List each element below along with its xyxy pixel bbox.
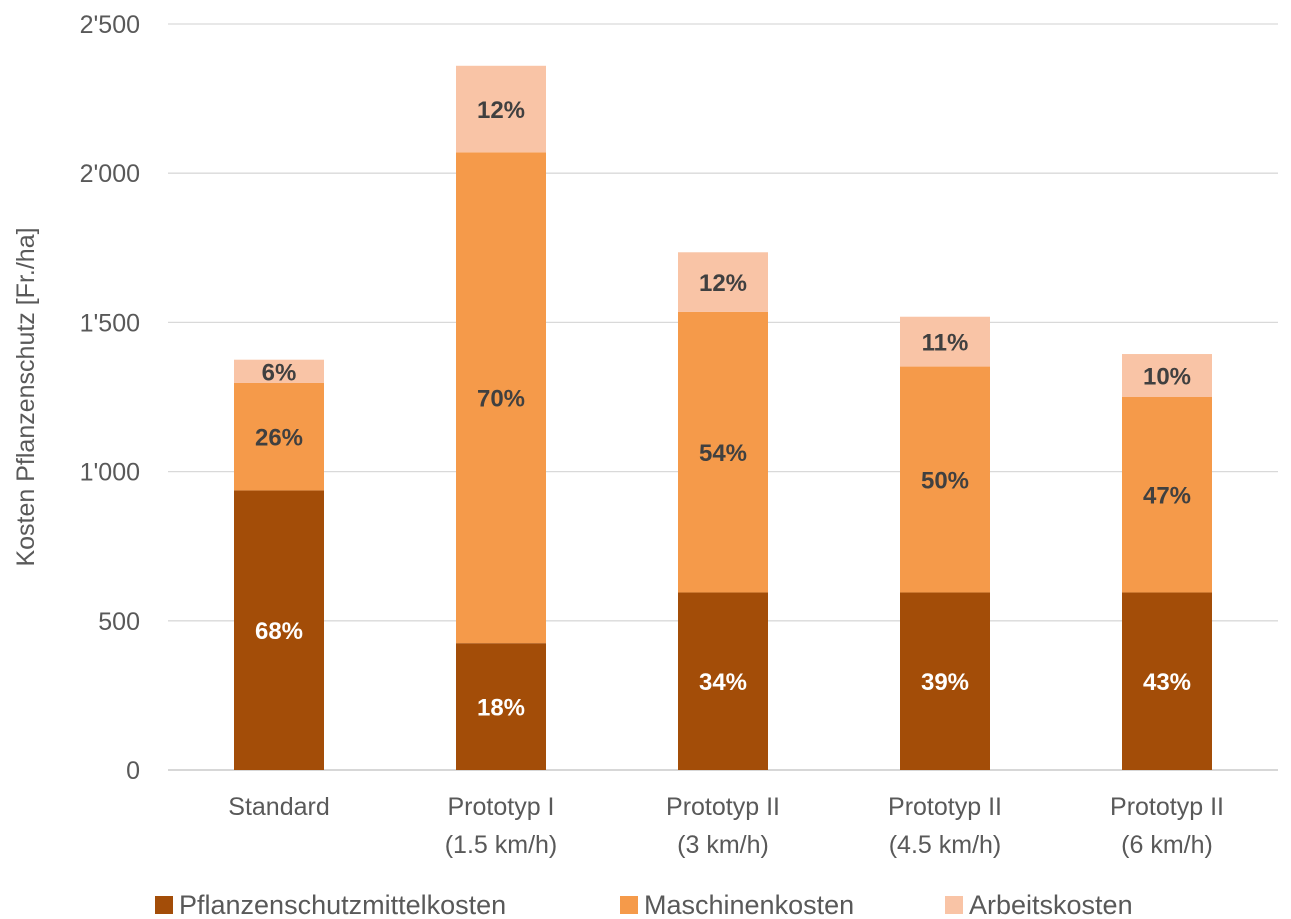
legend-label: Maschinenkosten [644,890,854,919]
y-tick-label: 2'000 [80,160,140,188]
y-axis-tick-labels: 0 500 1'000 1'500 2'000 2'500 [80,11,140,785]
bar-segment [678,592,768,770]
segment-label: 43% [1143,669,1191,696]
segment-label: 12% [699,270,747,297]
x-axis-tick-labels: Standard Prototyp I (1.5 km/h) Prototyp II (… [228,793,1224,859]
segment-label: 11% [922,330,969,357]
bar-segment [1122,354,1212,397]
bar-segment [678,311,768,593]
legend-label: Arbeitskosten [969,890,1133,919]
segment-label: 47% [1143,483,1191,510]
bar-segment [456,65,546,153]
bar-segment [900,366,990,593]
bar-segment [456,152,546,644]
segment-label: 34% [699,669,747,696]
legend-swatch [620,896,638,914]
bar-segment [900,316,990,367]
bar-segment [234,359,324,383]
segment-label: 26% [255,425,303,452]
segment-label: 18% [477,695,525,722]
bar-segment [456,643,546,770]
x-tick-label: Prototyp II [666,793,780,821]
segment-label: 6% [262,359,297,386]
legend-swatch [155,896,173,914]
bar-segment [234,382,324,491]
legend-swatch [945,896,963,914]
y-tick-label: 0 [126,757,140,785]
x-tick-label: Prototyp II [888,793,1002,821]
bar-segment [234,490,324,770]
y-tick-label: 1'000 [80,459,140,487]
x-tick-label: Standard [228,793,329,821]
segment-label: 39% [921,669,969,696]
y-tick-label: 1'500 [80,309,140,337]
bar-segment [1122,592,1212,770]
segment-label: 12% [477,97,525,124]
segment-label: 54% [699,440,747,467]
bar-segment [678,252,768,312]
segment-label: 70% [477,386,525,413]
x-tick-label: Prototyp II [1110,793,1224,821]
segment-label: 10% [1143,364,1191,391]
x-tick-label: (1.5 km/h) [445,831,558,859]
x-tick-label: (4.5 km/h) [889,831,1002,859]
bar-segment [900,592,990,770]
legend-label: Pflanzenschutzmittelkosten [179,890,506,919]
bars [234,65,1212,770]
x-tick-label: Prototyp I [448,793,555,821]
y-axis-title: Kosten Pflanzenschutz [Fr./ha] [12,227,40,566]
segment-labels: 68% 26% 6% 18% 70% 12% 34% 54% 12% 39% 50% 11% 43% 47… [255,97,1191,722]
y-tick-label: 500 [98,608,140,636]
bar-segment [1122,397,1212,593]
segment-label: 50% [921,468,969,495]
y-tick-label: 2'500 [80,11,140,39]
legend: Pflanzenschutzmittelkosten Maschinenkoste… [155,890,1133,919]
x-tick-label: (6 km/h) [1121,831,1213,859]
segment-label: 68% [255,618,303,645]
x-tick-label: (3 km/h) [677,831,769,859]
